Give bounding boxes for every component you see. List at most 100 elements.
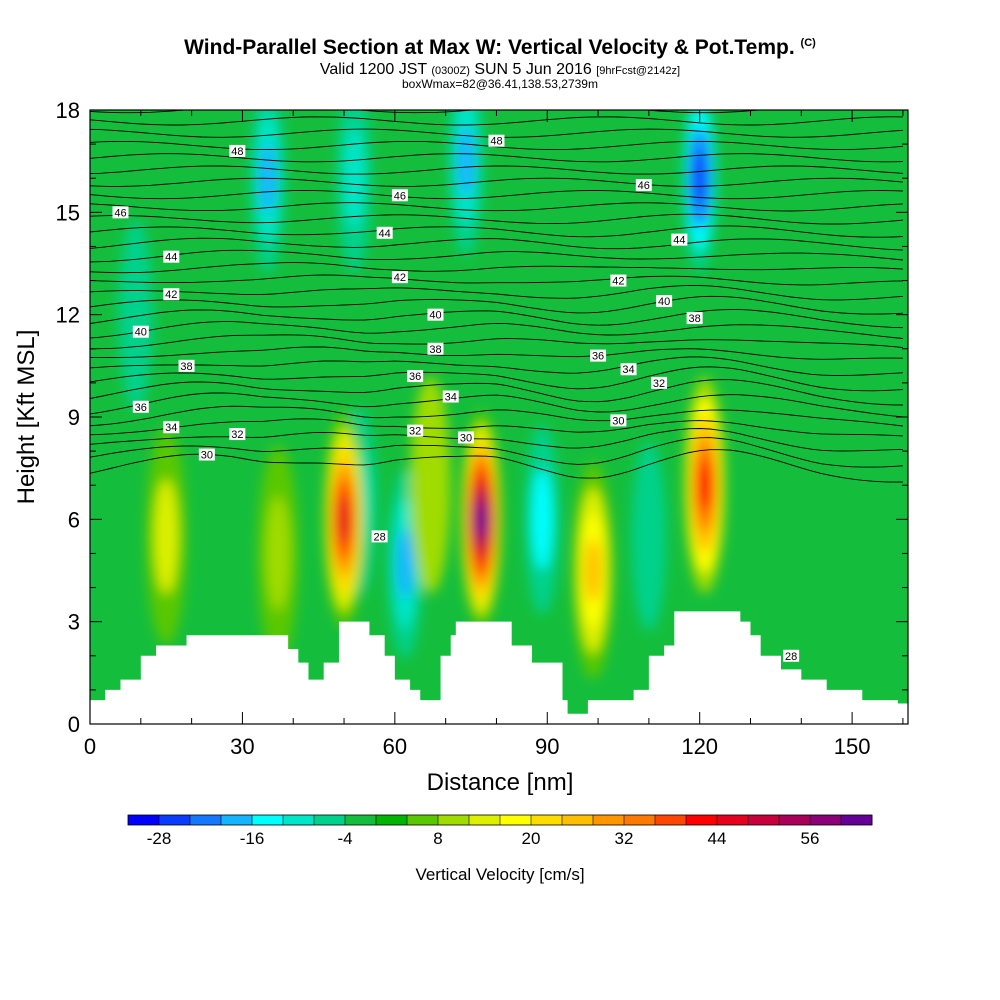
theta-label-text: 32 [653, 378, 665, 390]
theta-label-text: 44 [379, 228, 391, 240]
colorbar-tick-label: -16 [240, 829, 265, 848]
theta-label: 38 [427, 342, 444, 356]
chart-box-info: boxWmax=82@36.41,138.53,2739m [402, 77, 598, 91]
theta-contour-line [90, 346, 903, 360]
colorbar-swatch [562, 815, 594, 825]
colorbar-swatch [593, 815, 625, 825]
theta-label-text: 42 [394, 272, 406, 284]
terrain [90, 611, 908, 724]
colorbar-swatch [376, 815, 408, 825]
theta-label-box [427, 342, 444, 355]
downdraft-level [396, 528, 414, 600]
theta-contour-line [90, 153, 903, 163]
theta-label: 28 [371, 530, 388, 543]
theta-label-box [391, 271, 408, 284]
x-tick-label: 0 [84, 734, 96, 759]
theta-label-box [656, 295, 673, 308]
theta-label: 42 [163, 288, 180, 301]
colorbar-swatch [438, 815, 470, 825]
theta-label-text: 32 [231, 429, 243, 441]
theta-contour-line [90, 366, 903, 392]
y-tick-label: 15 [56, 200, 80, 225]
theta-label-box [651, 376, 668, 389]
colorbar-swatch [624, 815, 656, 825]
theta-contour-line [90, 392, 903, 418]
colorbar-swatch [407, 815, 439, 825]
theta-contour-line [90, 334, 903, 350]
downdraft-cell [682, 110, 717, 273]
updraft-level [697, 458, 713, 512]
theta-contour-line [90, 321, 903, 339]
theta-label-box [427, 308, 444, 321]
theta-label-box [229, 144, 246, 157]
colorbar-swatch [841, 815, 873, 825]
colorbar-swatch [655, 815, 687, 825]
theta-label: 30 [457, 431, 474, 444]
updraft-level [154, 479, 179, 594]
theta-label-text: 46 [114, 207, 126, 219]
chart-subtitle: Valid 1200 JST (0300Z) SUN 5 Jun 2016 [9… [319, 61, 681, 78]
theta-label: 34 [620, 363, 637, 376]
theta-label-box [620, 363, 637, 376]
theta-label-text: 30 [201, 450, 213, 462]
theta-label-box [376, 226, 393, 239]
theta-label-text: 34 [445, 392, 457, 404]
y-tick-label: 18 [56, 98, 80, 123]
colorbar-tick-label: 56 [801, 829, 820, 848]
theta-label: 36 [407, 370, 424, 383]
theta-contour-line [90, 284, 903, 301]
theta-label-box [178, 359, 195, 372]
theta-contour-line [90, 379, 903, 406]
updraft-level [265, 496, 291, 611]
x-tick-label: 30 [230, 734, 254, 759]
theta-label: 40 [427, 308, 444, 322]
colorbar: -28 -16 -4 8 20 32 44 56 Vertical Velocity [cm/s… [127, 814, 873, 884]
y-tick-label: 6 [68, 507, 80, 532]
downdraft-level [692, 150, 707, 207]
chart-title: Wind-Parallel Section at Max W: Vertical… [184, 36, 816, 59]
colorbar-title: Vertical Velocity [cm/s] [415, 865, 584, 884]
theta-contour-line [90, 449, 903, 483]
theta-contour-line [90, 437, 903, 468]
theta-contour-line [90, 116, 903, 126]
theta-label-text: 46 [638, 180, 650, 192]
y-tick-label: 9 [68, 405, 80, 430]
colorbar-swatch [531, 815, 563, 825]
colorbar-swatch [500, 815, 532, 825]
colorbar-swatch [686, 815, 718, 825]
theta-label: 44 [376, 226, 393, 240]
theta-label-box [407, 370, 424, 383]
theta-label-box [198, 448, 215, 461]
theta-contour-line [90, 165, 903, 175]
theta-label: 36 [132, 400, 149, 414]
colorbar-tick-label: -4 [337, 829, 352, 848]
colorbar-tick-label: -28 [147, 829, 172, 848]
theta-contour-line [90, 262, 903, 274]
downdraft-cell [631, 441, 667, 632]
theta-label-text: 28 [785, 651, 797, 663]
colorbar-tick-label: 44 [708, 829, 727, 848]
y-tick-label: 0 [68, 712, 80, 737]
plot-area: 48 48 46 46 46 44 44 44 42 42 42 40 40 40 38 38 38 36 36 36… [90, 110, 908, 724]
colorbar-swatch [469, 815, 501, 825]
updraft-level [584, 538, 602, 603]
theta-label: 44 [671, 233, 688, 247]
theta-label: 28 [783, 649, 800, 663]
downdraft-level [631, 441, 667, 632]
theta-label-text: 34 [165, 422, 177, 434]
y-tick-label: 12 [56, 303, 80, 328]
theta-label: 32 [407, 424, 424, 438]
theta-label: 34 [163, 421, 180, 434]
theta-label-text: 36 [409, 371, 421, 383]
theta-label-box [391, 189, 408, 202]
downdraft-cell [524, 424, 560, 615]
theta-contour-line [90, 177, 903, 187]
colorbar-tick-label: 32 [615, 829, 634, 848]
theta-contour-line [90, 295, 903, 315]
theta-label-box [442, 390, 459, 403]
theta-label-text: 32 [409, 426, 421, 438]
updraft-cell [410, 376, 451, 594]
theta-label-text: 40 [429, 310, 441, 322]
colorbar-swatch [221, 815, 253, 825]
